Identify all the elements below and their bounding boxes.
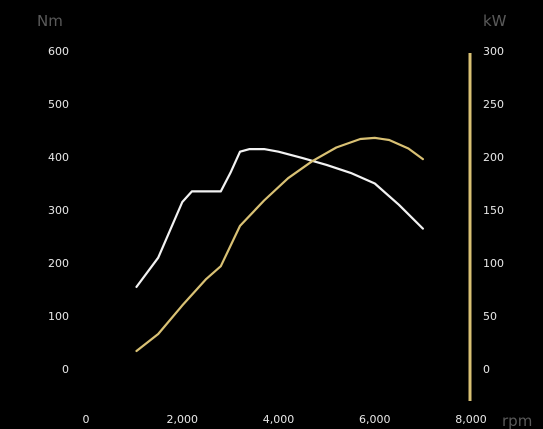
right-tick-label: 50 <box>483 310 497 323</box>
power-series-line <box>135 136 424 353</box>
right-tick-label: 0 <box>483 363 490 376</box>
x-tick-label: 6,000 <box>359 413 391 426</box>
left-tick-label: 0 <box>62 363 69 376</box>
left-tick-label: 100 <box>48 310 69 323</box>
right-tick-label: 150 <box>483 204 504 217</box>
torque-series-line <box>135 148 424 288</box>
right-tick-label: 300 <box>483 45 504 58</box>
left-tick-label: 400 <box>48 151 69 164</box>
x-axis-unit: rpm <box>502 412 532 429</box>
right-tick-label: 100 <box>483 257 504 270</box>
left-axis-unit: Nm <box>37 12 63 30</box>
left-tick-label: 200 <box>48 257 69 270</box>
right-tick-label: 200 <box>483 151 504 164</box>
left-tick-label: 600 <box>48 45 69 58</box>
left-tick-label: 300 <box>48 204 69 217</box>
x-tick-label: 4,000 <box>263 413 295 426</box>
right-axis-unit: kW <box>483 12 507 30</box>
x-tick-label: 2,000 <box>167 413 199 426</box>
x-tick-label: 8,000 <box>455 413 487 426</box>
right-tick-label: 250 <box>483 98 504 111</box>
x-tick-label: 0 <box>83 413 90 426</box>
left-tick-label: 500 <box>48 98 69 111</box>
